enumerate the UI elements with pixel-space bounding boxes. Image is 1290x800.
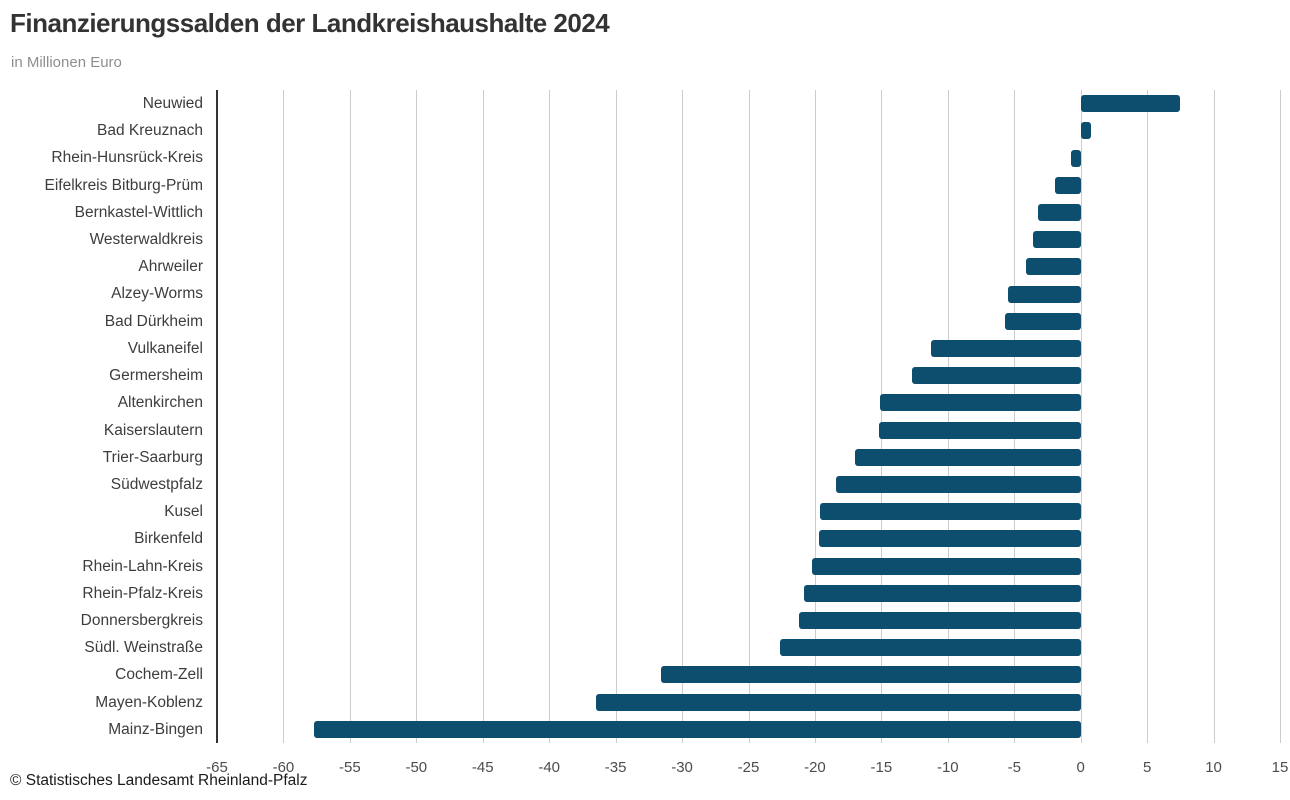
plot-area	[216, 90, 1281, 743]
gridline	[482, 90, 484, 743]
gridline	[947, 90, 949, 743]
category-label: Ahrweiler	[138, 258, 203, 276]
gridline	[1080, 90, 1082, 743]
bar	[1004, 312, 1081, 330]
x-tick-label: -65	[206, 759, 228, 776]
gridline	[1213, 90, 1215, 743]
x-tick-label: 5	[1142, 759, 1152, 776]
bar	[660, 666, 1081, 684]
gridline	[549, 90, 551, 743]
bar	[1055, 176, 1081, 194]
bar	[804, 584, 1081, 602]
bar	[880, 394, 1081, 412]
x-tick-label: 10	[1205, 759, 1222, 776]
category-label: Trier-Saarburg	[102, 448, 203, 466]
bar	[313, 720, 1081, 738]
gridline	[682, 90, 684, 743]
gridline	[1280, 90, 1281, 743]
category-label: Westerwaldkreis	[89, 231, 203, 249]
category-axis: Neuwied Bad Kreuznach Rhein-Hunsrück-Kreis…	[0, 90, 204, 743]
category-label: Mayen-Koblenz	[95, 693, 203, 711]
category-label: Kusel	[164, 503, 203, 521]
bar	[595, 693, 1081, 711]
bar	[818, 530, 1081, 548]
category-label: Donnersbergkreis	[80, 611, 203, 629]
category-label: Kaiserslautern	[103, 421, 203, 439]
bar	[878, 421, 1081, 439]
category-label: Neuwied	[142, 95, 203, 112]
bar	[930, 339, 1081, 357]
category-label: Südl. Weinstraße	[84, 639, 203, 657]
gridline	[615, 90, 617, 743]
category-label: Birkenfeld	[134, 530, 203, 548]
bar	[1038, 203, 1081, 221]
x-tick-label: 0	[1076, 759, 1085, 776]
x-tick-label: -35	[604, 759, 627, 776]
category-label: Alzey-Worms	[111, 285, 203, 303]
x-tick-label: 15	[1271, 759, 1289, 776]
category-label: Cochem-Zell	[115, 666, 203, 684]
bar	[911, 367, 1081, 385]
x-tick-label: -15	[870, 759, 893, 776]
bar	[1032, 231, 1081, 249]
y-axis-line	[216, 90, 218, 743]
chart-title: Finanzierungssalden der Landkreishaushal…	[10, 8, 610, 38]
category-label: Altenkirchen	[117, 394, 203, 412]
gridline	[416, 90, 418, 743]
category-label: Vulkaneifel	[127, 339, 203, 357]
gridline	[1147, 90, 1149, 743]
bar	[820, 503, 1081, 521]
bar	[1071, 149, 1081, 167]
x-axis: -65 -60 -55 -50 -45 -40 -35 -30 -25 -20 -15 -10 -5 0 5…	[206, 759, 1288, 781]
x-tick-label: -60	[272, 759, 295, 776]
gridline	[1014, 90, 1016, 743]
x-tick-label: -10	[936, 759, 959, 776]
bar	[812, 557, 1081, 575]
x-tick-label: -45	[471, 759, 494, 776]
x-tick-label: -55	[339, 759, 361, 776]
gridline	[283, 90, 285, 743]
bar	[1007, 285, 1081, 303]
category-label: Mainz-Bingen	[108, 720, 203, 738]
category-label: Südwestpfalz	[110, 475, 203, 493]
bar	[1080, 95, 1181, 113]
x-tick-label: -5	[1007, 759, 1021, 776]
source-attribution: © Statistisches Landesamt Rheinland-Pfal…	[10, 772, 308, 789]
chart-subtitle: in Millionen Euro	[11, 54, 122, 71]
bar	[836, 476, 1081, 494]
bar	[780, 639, 1081, 657]
category-label: Eifelkreis Bitburg-Prüm	[44, 176, 204, 194]
x-tick-label: -50	[405, 759, 428, 776]
x-tick-label: -30	[671, 759, 693, 776]
category-label: Bad Dürkheim	[104, 312, 203, 330]
category-label: Rhein-Lahn-Kreis	[82, 557, 203, 575]
gridline	[748, 90, 750, 743]
x-tick-label: -20	[804, 759, 826, 776]
category-label: Bernkastel-Wittlich	[74, 203, 203, 221]
gridline	[349, 90, 351, 743]
bar	[854, 448, 1081, 466]
category-label: Rhein-Hunsrück-Kreis	[51, 149, 203, 167]
bar	[1080, 122, 1092, 140]
category-label: Germersheim	[109, 367, 203, 385]
bar	[1026, 258, 1081, 276]
x-tick-label: -25	[737, 759, 760, 776]
bar	[798, 612, 1081, 630]
category-label: Bad Kreuznach	[97, 122, 203, 140]
gridline	[814, 90, 816, 743]
gridline	[881, 90, 883, 743]
category-label: Rhein-Pfalz-Kreis	[82, 584, 203, 602]
x-tick-label: -40	[538, 759, 561, 776]
